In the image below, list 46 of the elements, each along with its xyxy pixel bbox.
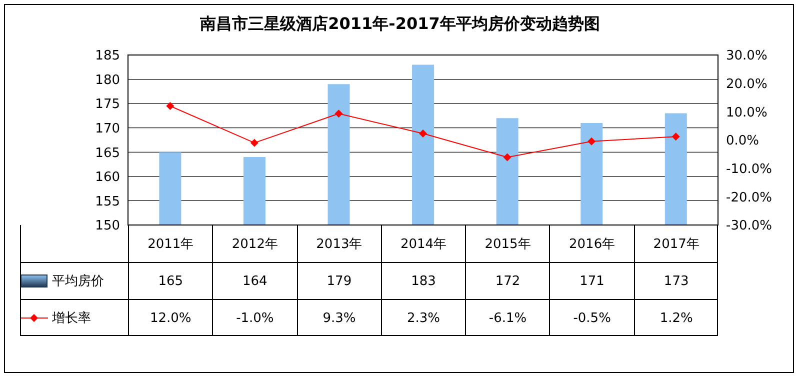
data-label: -1.0%: [212, 299, 297, 336]
data-label: -6.1%: [465, 299, 550, 336]
point: [166, 102, 174, 110]
x-tick-label: 2011年: [128, 225, 212, 262]
y2-tick-label: 10.0%: [726, 105, 768, 120]
point: [250, 138, 258, 147]
x-tick-label: 2013年: [296, 225, 381, 262]
data-label: 172: [465, 262, 550, 299]
data-label: 183: [380, 262, 466, 299]
x-tick-label: 2014年: [380, 225, 466, 262]
y2-tick-label: 0.0%: [726, 134, 760, 149]
point: [419, 129, 427, 138]
y2-tick-label: -20.0%: [726, 190, 772, 206]
y-tick-label: 175: [95, 97, 120, 112]
y2-tick-label: 20.0%: [726, 76, 768, 92]
y-tick-label: 180: [95, 72, 120, 88]
y-tick-label: 155: [95, 194, 120, 210]
point: [334, 110, 343, 118]
x-tick-label: 2017年: [634, 225, 718, 262]
y-tick-label: 165: [95, 146, 120, 161]
y-tick-label: 150: [95, 218, 120, 234]
point: [672, 132, 680, 141]
y2-tick-label: -10.0%: [726, 162, 772, 177]
data-label: 165: [128, 262, 212, 299]
x-tick-label: 2012年: [212, 225, 297, 262]
y-tick-label: 185: [95, 48, 120, 64]
y-tick-label: 160: [95, 170, 120, 186]
legend-label: 增长率: [52, 310, 91, 327]
data-label: 164: [212, 262, 297, 299]
data-label: 171: [549, 262, 634, 299]
point: [503, 153, 512, 162]
chart-title: 南昌市三星级酒店2011年-2017年平均房价变动趋势图: [199, 14, 601, 35]
x-tick-label: 2015年: [465, 225, 550, 262]
data-label: 179: [296, 262, 381, 299]
data-label: 9.3%: [296, 299, 381, 336]
point: [588, 137, 596, 146]
data-label: 12.0%: [128, 299, 212, 336]
x-tick-label: 2016年: [549, 225, 634, 262]
y2-tick-label: -30.0%: [726, 218, 772, 234]
y-tick-label: 170: [95, 121, 120, 136]
data-label: 1.2%: [634, 299, 718, 336]
legend-label: 平均房价: [52, 273, 104, 290]
y2-tick-label: 30.0%: [726, 48, 768, 64]
data-label: 173: [634, 262, 718, 299]
data-label: 2.3%: [380, 299, 466, 336]
data-label: -0.5%: [549, 299, 634, 336]
